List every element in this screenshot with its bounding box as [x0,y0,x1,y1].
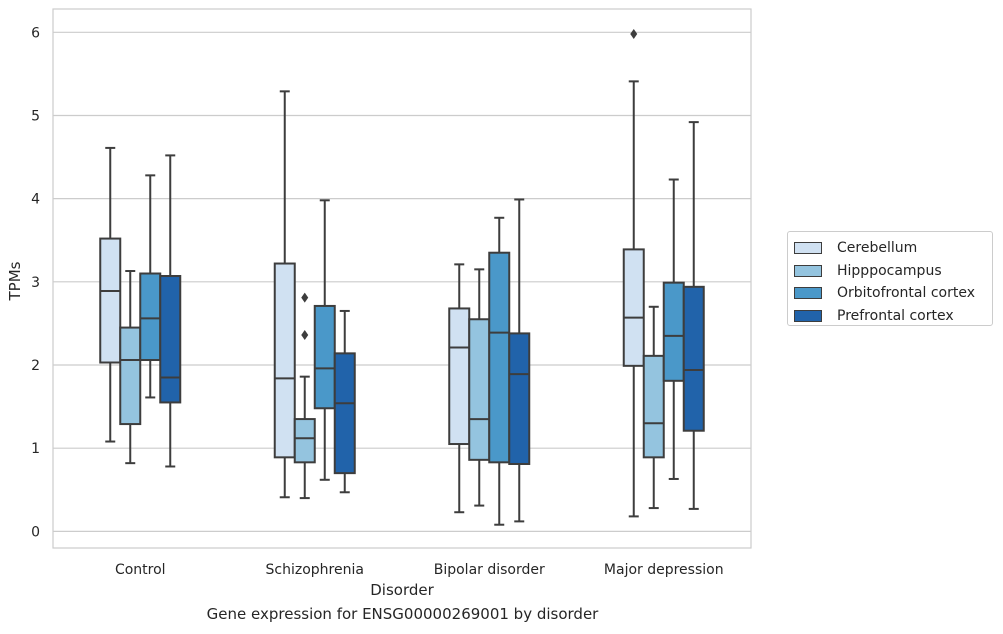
x-axis-label: Disorder [370,581,434,599]
box-body [682,285,705,432]
box-bipolar-disorder-prefrontal-cortex [508,198,531,523]
outlier-point-1 [301,330,309,341]
y-tick-label-0: 0 [31,524,40,540]
box-body [139,272,162,362]
box-body [313,304,336,410]
box-schizophrenia-hipppocampus [293,292,316,500]
box-bipolar-disorder-orbitofrontal-cortex [488,216,511,526]
box-control-prefrontal-cortex [159,154,182,468]
box-control-hipppocampus [119,270,142,465]
box-major-depression-hipppocampus [642,305,665,510]
outlier-point-0 [630,28,638,39]
box-schizophrenia-cerebellum [273,90,296,499]
box-control-orbitofrontal-cortex [139,174,162,399]
box-body [662,281,685,382]
y-tick-label-2: 2 [31,358,40,374]
box-major-depression-orbitofrontal-cortex [662,178,685,480]
legend-item-hippocampus: Hipppocampus [794,260,992,283]
y-tick-labels: 0 1 2 3 4 5 6 [31,25,40,540]
y-tick-label-5: 5 [31,108,40,124]
legend-item-cerebellum: Cerebellum [794,237,992,260]
legend-swatch-prefrontal-cortex [794,309,822,322]
box-body [642,354,665,459]
box-body [468,318,491,461]
x-tick-labels: Control Schizophrenia Bipolar disorder Majo… [115,562,724,578]
box-body [119,326,142,426]
x-tick-label-control: Control [115,562,166,578]
box-body [488,251,511,464]
box-major-depression-prefrontal-cortex [682,121,705,510]
box-schizophrenia-prefrontal-cortex [333,309,356,494]
x-tick-label-schizophrenia: Schizophrenia [266,562,364,578]
outlier-point-0 [301,292,309,303]
plot-boxes [99,28,705,526]
legend-label-prefrontal-cortex: Prefrontal cortex [837,307,954,324]
y-axis-label: TPMs [6,261,24,301]
box-bipolar-disorder-hipppocampus [468,268,491,507]
box-body [508,332,531,465]
legend-label-orbitofrontal-cortex: Orbitofrontal cortex [837,285,975,302]
box-body [622,248,645,367]
legend-swatch-cerebellum [794,242,822,255]
legend-item-orbitofrontal-cortex: Orbitofrontal cortex [794,282,992,305]
legend-swatch-orbitofrontal-cortex [794,287,822,300]
legend-swatch-hippocampus [794,264,822,277]
box-body [273,262,296,459]
plot-frame [52,8,752,549]
x-tick-label-major-depression: Major depression [604,562,724,578]
x-tick-label-bipolar-disorder: Bipolar disorder [434,562,545,578]
box-major-depression-cerebellum [622,28,645,518]
box-body [293,418,316,464]
legend-label-hippocampus: Hipppocampus [837,262,942,279]
y-tick-label-1: 1 [31,441,40,457]
box-bipolar-disorder-cerebellum [448,263,471,514]
box-schizophrenia-orbitofrontal-cortex [313,199,336,481]
legend-label-cerebellum: Cerebellum [837,240,918,257]
box-body [333,352,356,475]
box-body [159,275,182,404]
y-tick-label-4: 4 [31,192,40,208]
legend: Cerebellum Hipppocampus Orbitofrontal co… [787,231,993,326]
y-tick-label-3: 3 [31,275,40,291]
box-body [448,307,471,446]
legend-item-prefrontal-cortex: Prefrontal cortex [794,305,992,328]
box-body [99,237,122,364]
figure-caption: Gene expression for ENSG00000269001 by d… [206,605,599,623]
y-tick-label-6: 6 [31,25,40,41]
box-control-cerebellum [99,146,122,443]
